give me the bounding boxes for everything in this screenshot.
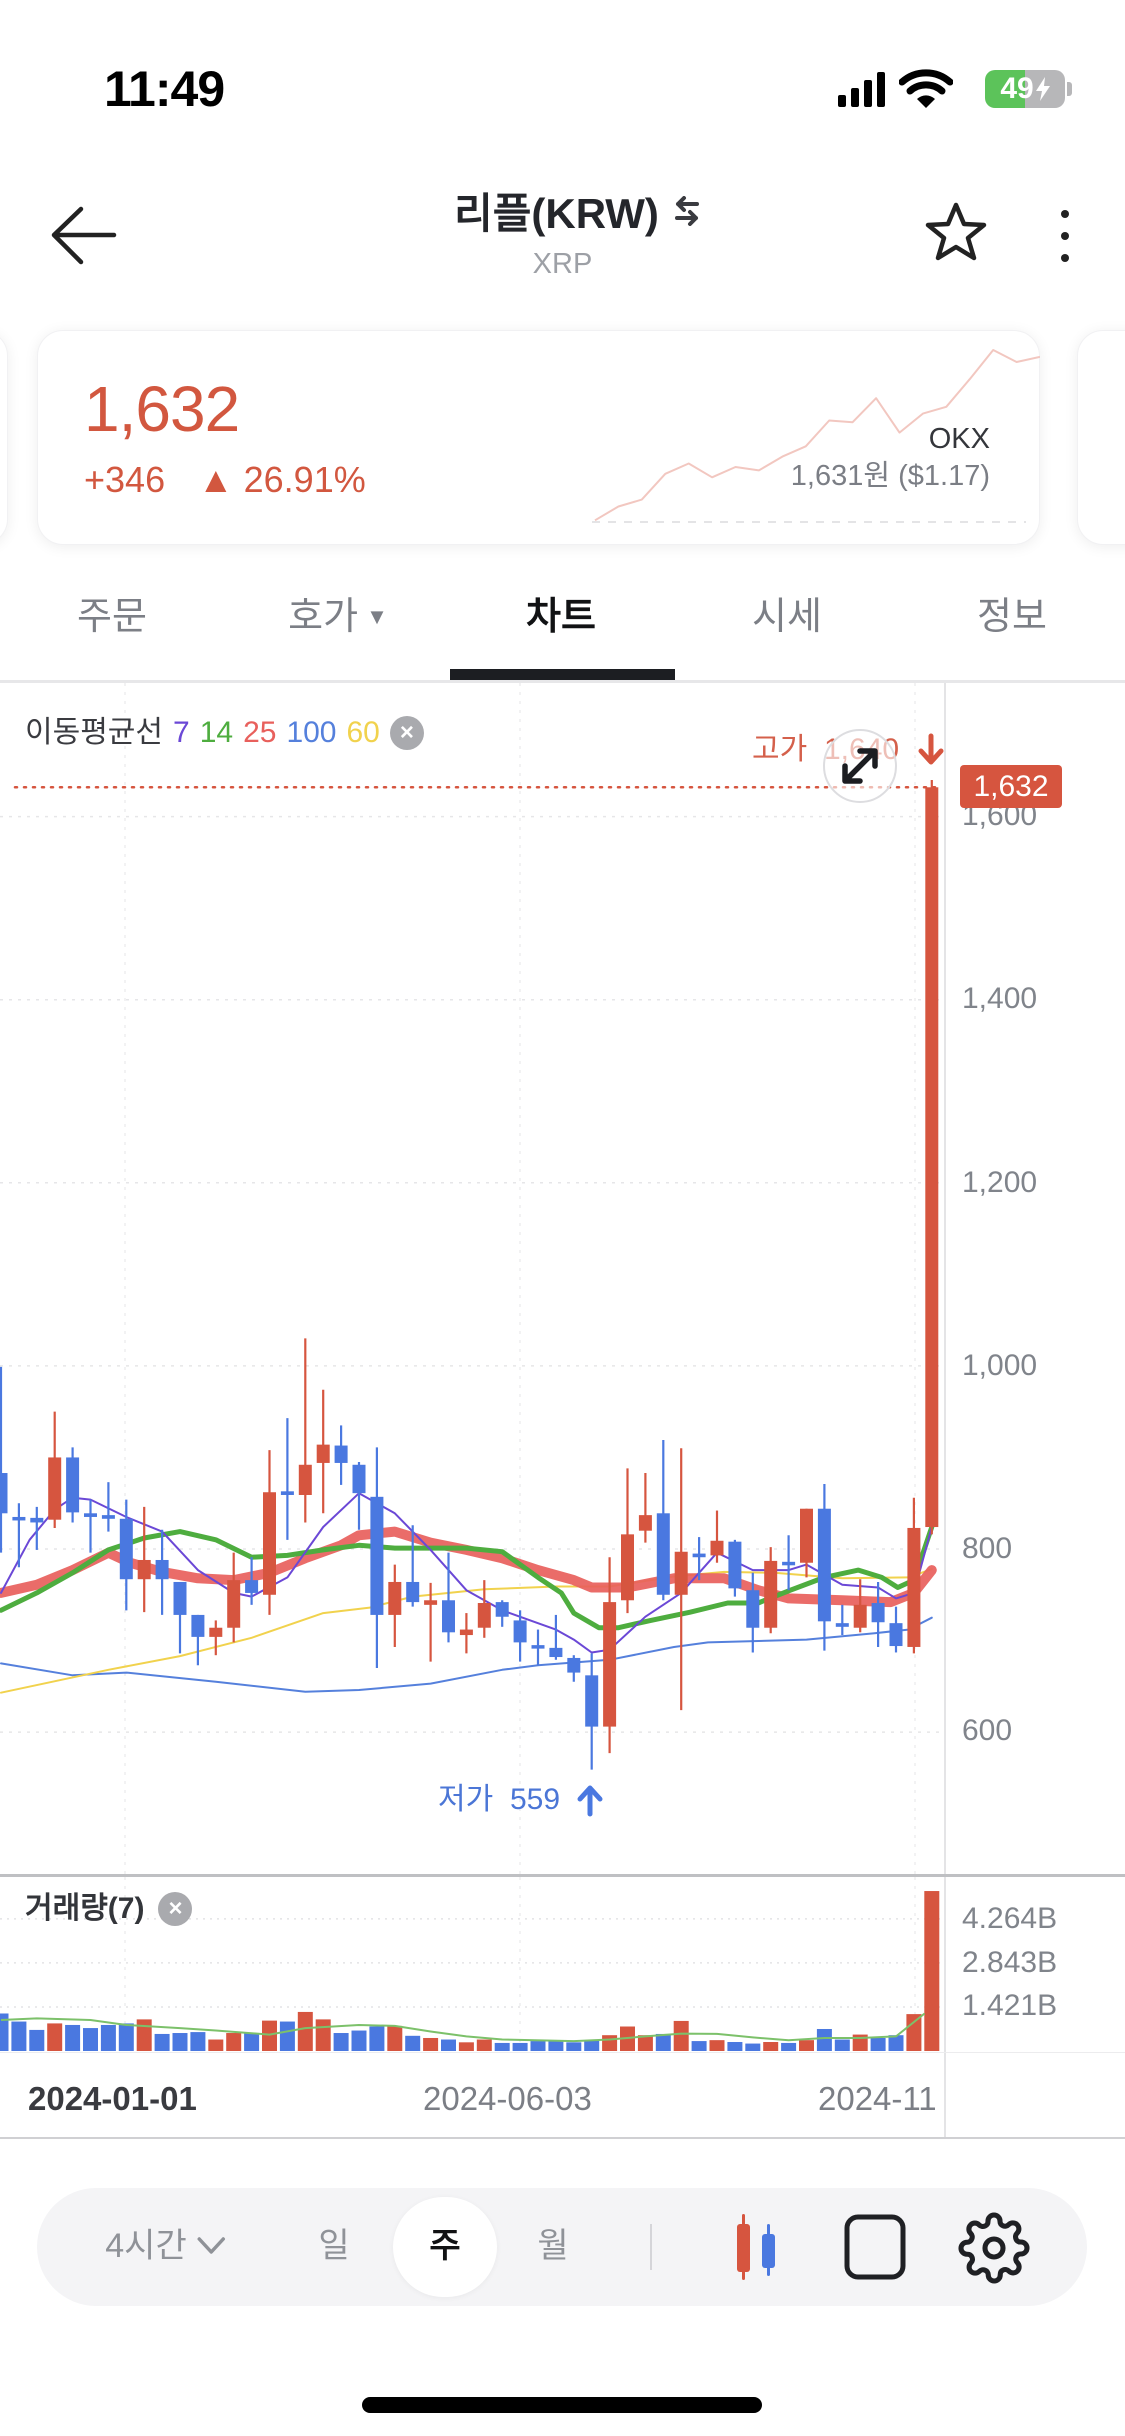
panel-divider[interactable] (0, 1874, 1125, 1877)
tab-label: 차트 (526, 596, 596, 638)
current-price-tag: 1,632 (960, 765, 1062, 808)
close-icon[interactable]: × (389, 716, 424, 750)
legend-ma14: 14 (199, 716, 234, 749)
gear-icon[interactable] (958, 2212, 1030, 2284)
volume-date-divider (0, 2052, 1125, 2053)
price-change-percent: ▲ 26.91% (198, 459, 366, 500)
battery-charging-icon: 49 (985, 70, 1065, 108)
volume-chart[interactable] (0, 1877, 944, 2052)
battery-nub (1067, 82, 1072, 96)
y-axis-label: 1,400 (962, 982, 1038, 1015)
expand-button[interactable] (823, 729, 897, 803)
chevron-down-icon (197, 2237, 226, 2254)
arrow-down-icon (918, 733, 944, 765)
header (0, 140, 1125, 315)
active-tab-indicator (450, 669, 675, 680)
caret-down-icon: ▼ (366, 604, 388, 629)
selected-period-indicator (393, 2197, 497, 2297)
low-label: 저가 (438, 1783, 494, 1816)
volume-axis-label: 2.843B (962, 1946, 1058, 1979)
y-axis-label: 1,200 (962, 1166, 1038, 1199)
volume-axis-label: 4.264B (962, 1902, 1058, 1935)
chart-toolbar (37, 2188, 1087, 2306)
period-week[interactable]: 주 (429, 2227, 461, 2265)
divider (0, 2137, 1125, 2139)
period-day[interactable]: 일 (318, 2227, 350, 2265)
period-month[interactable]: 월 (537, 2227, 569, 2265)
tab-info[interactable]: 정보 (977, 598, 1047, 636)
y-axis-divider (944, 683, 946, 2138)
kebab-menu-icon[interactable] (1052, 206, 1078, 266)
interval-dropdown[interactable]: 4시간 (105, 2229, 226, 2263)
low-value: 559 (510, 1783, 561, 1816)
tab-chart[interactable]: 차트 (526, 598, 596, 636)
tab-label: 주문 (77, 596, 147, 638)
exchange-price: 1,631원 ($1.17) (790, 460, 990, 492)
tab-market-price[interactable]: 시세 (752, 598, 822, 636)
legend-ma60: 60 (346, 716, 380, 749)
battery-level: 49 (1000, 72, 1034, 105)
tab-order[interactable]: 주문 (77, 598, 147, 636)
previous-card[interactable] (0, 330, 8, 545)
next-card[interactable] (1077, 330, 1125, 545)
wifi-icon (899, 69, 953, 108)
arrow-up-icon (577, 1785, 603, 1817)
arrow-left-icon[interactable] (48, 202, 118, 272)
x-axis-label: 2024-11 (818, 2080, 937, 2117)
current-price-tag-text: 1,632 (973, 769, 1049, 803)
tab-label: 호가 (288, 596, 359, 638)
legend-ma7: 7 (173, 716, 190, 749)
candlestick-icon[interactable] (728, 2212, 788, 2284)
close-icon[interactable]: × (158, 1892, 193, 1926)
home-indicator[interactable] (362, 2397, 762, 2413)
candlestick-chart[interactable] (0, 683, 944, 1874)
volume-title: 거래량(7) (25, 1892, 145, 1925)
status-bar: 11:49 49 (0, 0, 1125, 140)
tab-label: 시세 (752, 596, 822, 638)
volume-legend: 거래량(7) × (25, 1892, 193, 1926)
page-subtitle: XRP (532, 248, 593, 280)
y-axis-label: 800 (962, 1532, 1013, 1565)
legend-ma25: 25 (243, 716, 277, 749)
y-axis-label: 1,000 (962, 1349, 1038, 1382)
tab-label: 정보 (977, 596, 1047, 638)
swap-icon[interactable] (673, 195, 701, 226)
title-group[interactable]: 리플(KRW) (0, 180, 1125, 241)
x-axis: 2024-01-01 2024-06-03 2024-11 (0, 2060, 944, 2136)
tab-orderbook[interactable]: 호가 ▼ (288, 598, 388, 636)
square-icon[interactable] (843, 2213, 907, 2281)
x-axis-label: 2024-06-03 (423, 2080, 592, 2117)
sparkline-chart (592, 349, 1040, 523)
status-time: 11:49 (104, 61, 225, 117)
star-icon[interactable] (923, 200, 989, 266)
exchange-name: OKX (928, 423, 990, 455)
toolbar-separator (650, 2224, 652, 2270)
price-change: +346 (84, 459, 166, 500)
page-title: 리플(KRW) (454, 190, 659, 237)
moving-average-legend: 이동평균선 7 14 25 100 60 × (25, 716, 424, 750)
divider (0, 680, 1125, 683)
interval-label: 4시간 (105, 2227, 187, 2265)
y-axis-label: 600 (962, 1714, 1013, 1747)
high-label: 고가 (752, 733, 808, 766)
price-card[interactable] (37, 330, 1040, 545)
volume-axis-label: 1.421B (962, 1989, 1058, 2022)
expand-icon (842, 748, 878, 784)
current-price: 1,632 (84, 373, 240, 445)
x-axis-label: 2024-01-01 (28, 2080, 197, 2117)
bolt-icon (1035, 77, 1050, 101)
legend-title: 이동평균선 (25, 716, 163, 749)
signal-icon (838, 72, 888, 107)
legend-ma100: 100 (286, 716, 337, 749)
